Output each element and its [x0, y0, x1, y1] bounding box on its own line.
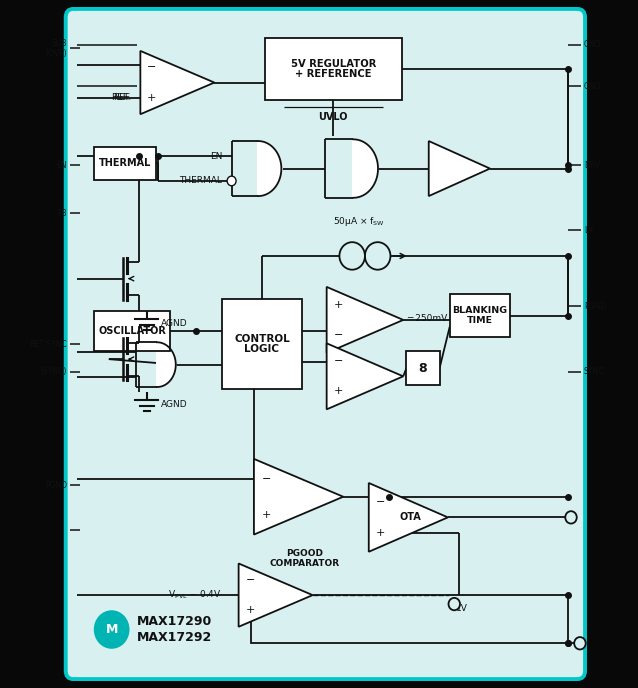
Text: −: −: [246, 575, 255, 585]
FancyBboxPatch shape: [66, 9, 585, 679]
Text: 5V REGULATOR: 5V REGULATOR: [291, 59, 376, 69]
Text: THERMAL: THERMAL: [179, 176, 222, 186]
Circle shape: [574, 637, 586, 649]
Text: REF.: REF.: [111, 93, 130, 103]
Text: +: +: [262, 510, 271, 519]
Text: GND: GND: [584, 40, 601, 50]
Polygon shape: [140, 51, 214, 114]
Text: −: −: [334, 356, 343, 366]
Text: PGND: PGND: [45, 480, 67, 490]
Text: +: +: [246, 605, 255, 615]
Circle shape: [94, 610, 130, 649]
Text: +: +: [334, 300, 343, 310]
Polygon shape: [369, 483, 448, 552]
Text: THERMAL: THERMAL: [99, 158, 151, 168]
Text: FB: FB: [57, 208, 67, 218]
Text: DRV: DRV: [584, 160, 600, 170]
FancyBboxPatch shape: [222, 299, 302, 389]
Text: PGOOD: PGOOD: [286, 548, 323, 558]
Text: + REFERENCE: + REFERENCE: [295, 69, 371, 78]
Text: GND: GND: [584, 81, 601, 91]
Text: BLANKING: BLANKING: [452, 306, 508, 316]
Polygon shape: [327, 287, 403, 353]
Text: OTA: OTA: [400, 513, 422, 522]
Text: −: −: [376, 497, 385, 506]
FancyBboxPatch shape: [450, 294, 510, 337]
Text: MAX17290: MAX17290: [137, 615, 212, 627]
Polygon shape: [429, 141, 490, 196]
Polygon shape: [254, 459, 343, 535]
Text: −: −: [334, 330, 343, 340]
Text: TIME: TIME: [467, 316, 493, 325]
Text: UVLO: UVLO: [318, 112, 348, 122]
Text: EN: EN: [57, 160, 67, 170]
Text: AGND: AGND: [161, 319, 188, 328]
Text: OSCILLATOR: OSCILLATOR: [98, 326, 166, 336]
Text: PGND: PGND: [584, 301, 606, 311]
Text: ─ 250mV: ─ 250mV: [407, 314, 447, 323]
Text: −: −: [262, 474, 271, 484]
Text: SYNC: SYNC: [584, 367, 604, 376]
Text: +: +: [334, 387, 343, 396]
Text: EN: EN: [210, 151, 222, 161]
Text: LOGIC: LOGIC: [244, 344, 279, 354]
Polygon shape: [157, 343, 175, 387]
FancyBboxPatch shape: [406, 351, 440, 385]
Text: MAX17292: MAX17292: [137, 632, 212, 644]
Text: SUB
(OVP): SUB (OVP): [45, 39, 67, 58]
Text: −: −: [147, 63, 156, 72]
Text: 50μA × f$_\mathregular{SW}$: 50μA × f$_\mathregular{SW}$: [332, 215, 385, 228]
FancyBboxPatch shape: [265, 38, 402, 100]
Text: REF.: REF.: [113, 93, 131, 103]
FancyBboxPatch shape: [94, 311, 170, 351]
Polygon shape: [258, 141, 281, 196]
Text: RET/SYNC: RET/SYNC: [29, 339, 67, 349]
Circle shape: [449, 598, 460, 610]
Text: 8: 8: [419, 362, 427, 374]
Polygon shape: [327, 343, 403, 409]
Text: +: +: [147, 93, 156, 103]
FancyBboxPatch shape: [94, 147, 156, 180]
Text: LX: LX: [584, 226, 593, 235]
Polygon shape: [353, 140, 378, 198]
Circle shape: [565, 511, 577, 524]
Text: COMPARATOR: COMPARATOR: [270, 559, 340, 568]
Circle shape: [227, 176, 236, 186]
Text: M: M: [105, 623, 118, 636]
Text: (SYNC): (SYNC): [41, 367, 67, 376]
Text: CONTROL: CONTROL: [234, 334, 290, 344]
Text: V$_\mathregular{PVL}$ − 0.4V: V$_\mathregular{PVL}$ − 0.4V: [168, 589, 221, 601]
Text: 1V: 1V: [456, 604, 468, 614]
Polygon shape: [239, 563, 313, 627]
Text: AGND: AGND: [161, 400, 188, 409]
Text: +: +: [376, 528, 385, 538]
